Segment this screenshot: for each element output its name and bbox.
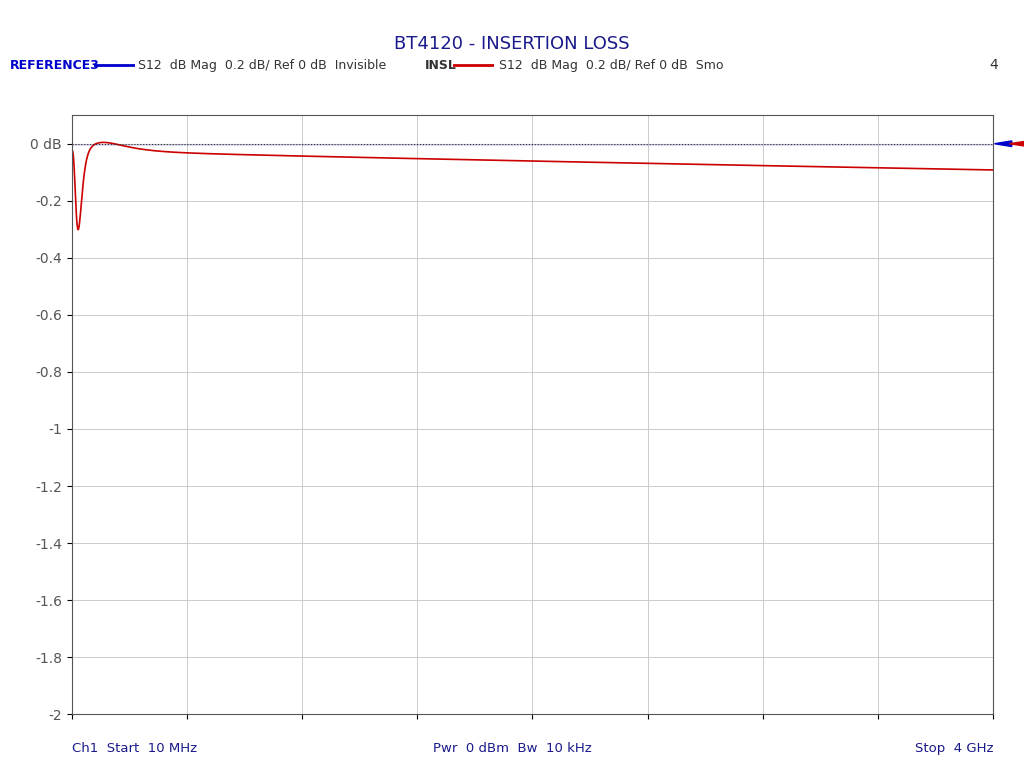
Text: BT4120 - INSERTION LOSS: BT4120 - INSERTION LOSS bbox=[394, 35, 630, 52]
Text: S12  dB Mag  0.2 dB/ Ref 0 dB  Smo: S12 dB Mag 0.2 dB/ Ref 0 dB Smo bbox=[499, 59, 723, 71]
Text: Pwr  0 dBm  Bw  10 kHz: Pwr 0 dBm Bw 10 kHz bbox=[432, 743, 592, 755]
Text: 4: 4 bbox=[989, 58, 998, 72]
Polygon shape bbox=[994, 141, 1012, 147]
Text: Ch1  Start  10 MHz: Ch1 Start 10 MHz bbox=[72, 743, 197, 755]
Text: REFERENCE3: REFERENCE3 bbox=[10, 59, 100, 71]
Polygon shape bbox=[1010, 141, 1024, 147]
Text: INSL: INSL bbox=[425, 59, 457, 71]
Text: Stop  4 GHz: Stop 4 GHz bbox=[914, 743, 993, 755]
Text: S12  dB Mag  0.2 dB/ Ref 0 dB  Invisible: S12 dB Mag 0.2 dB/ Ref 0 dB Invisible bbox=[138, 59, 386, 71]
